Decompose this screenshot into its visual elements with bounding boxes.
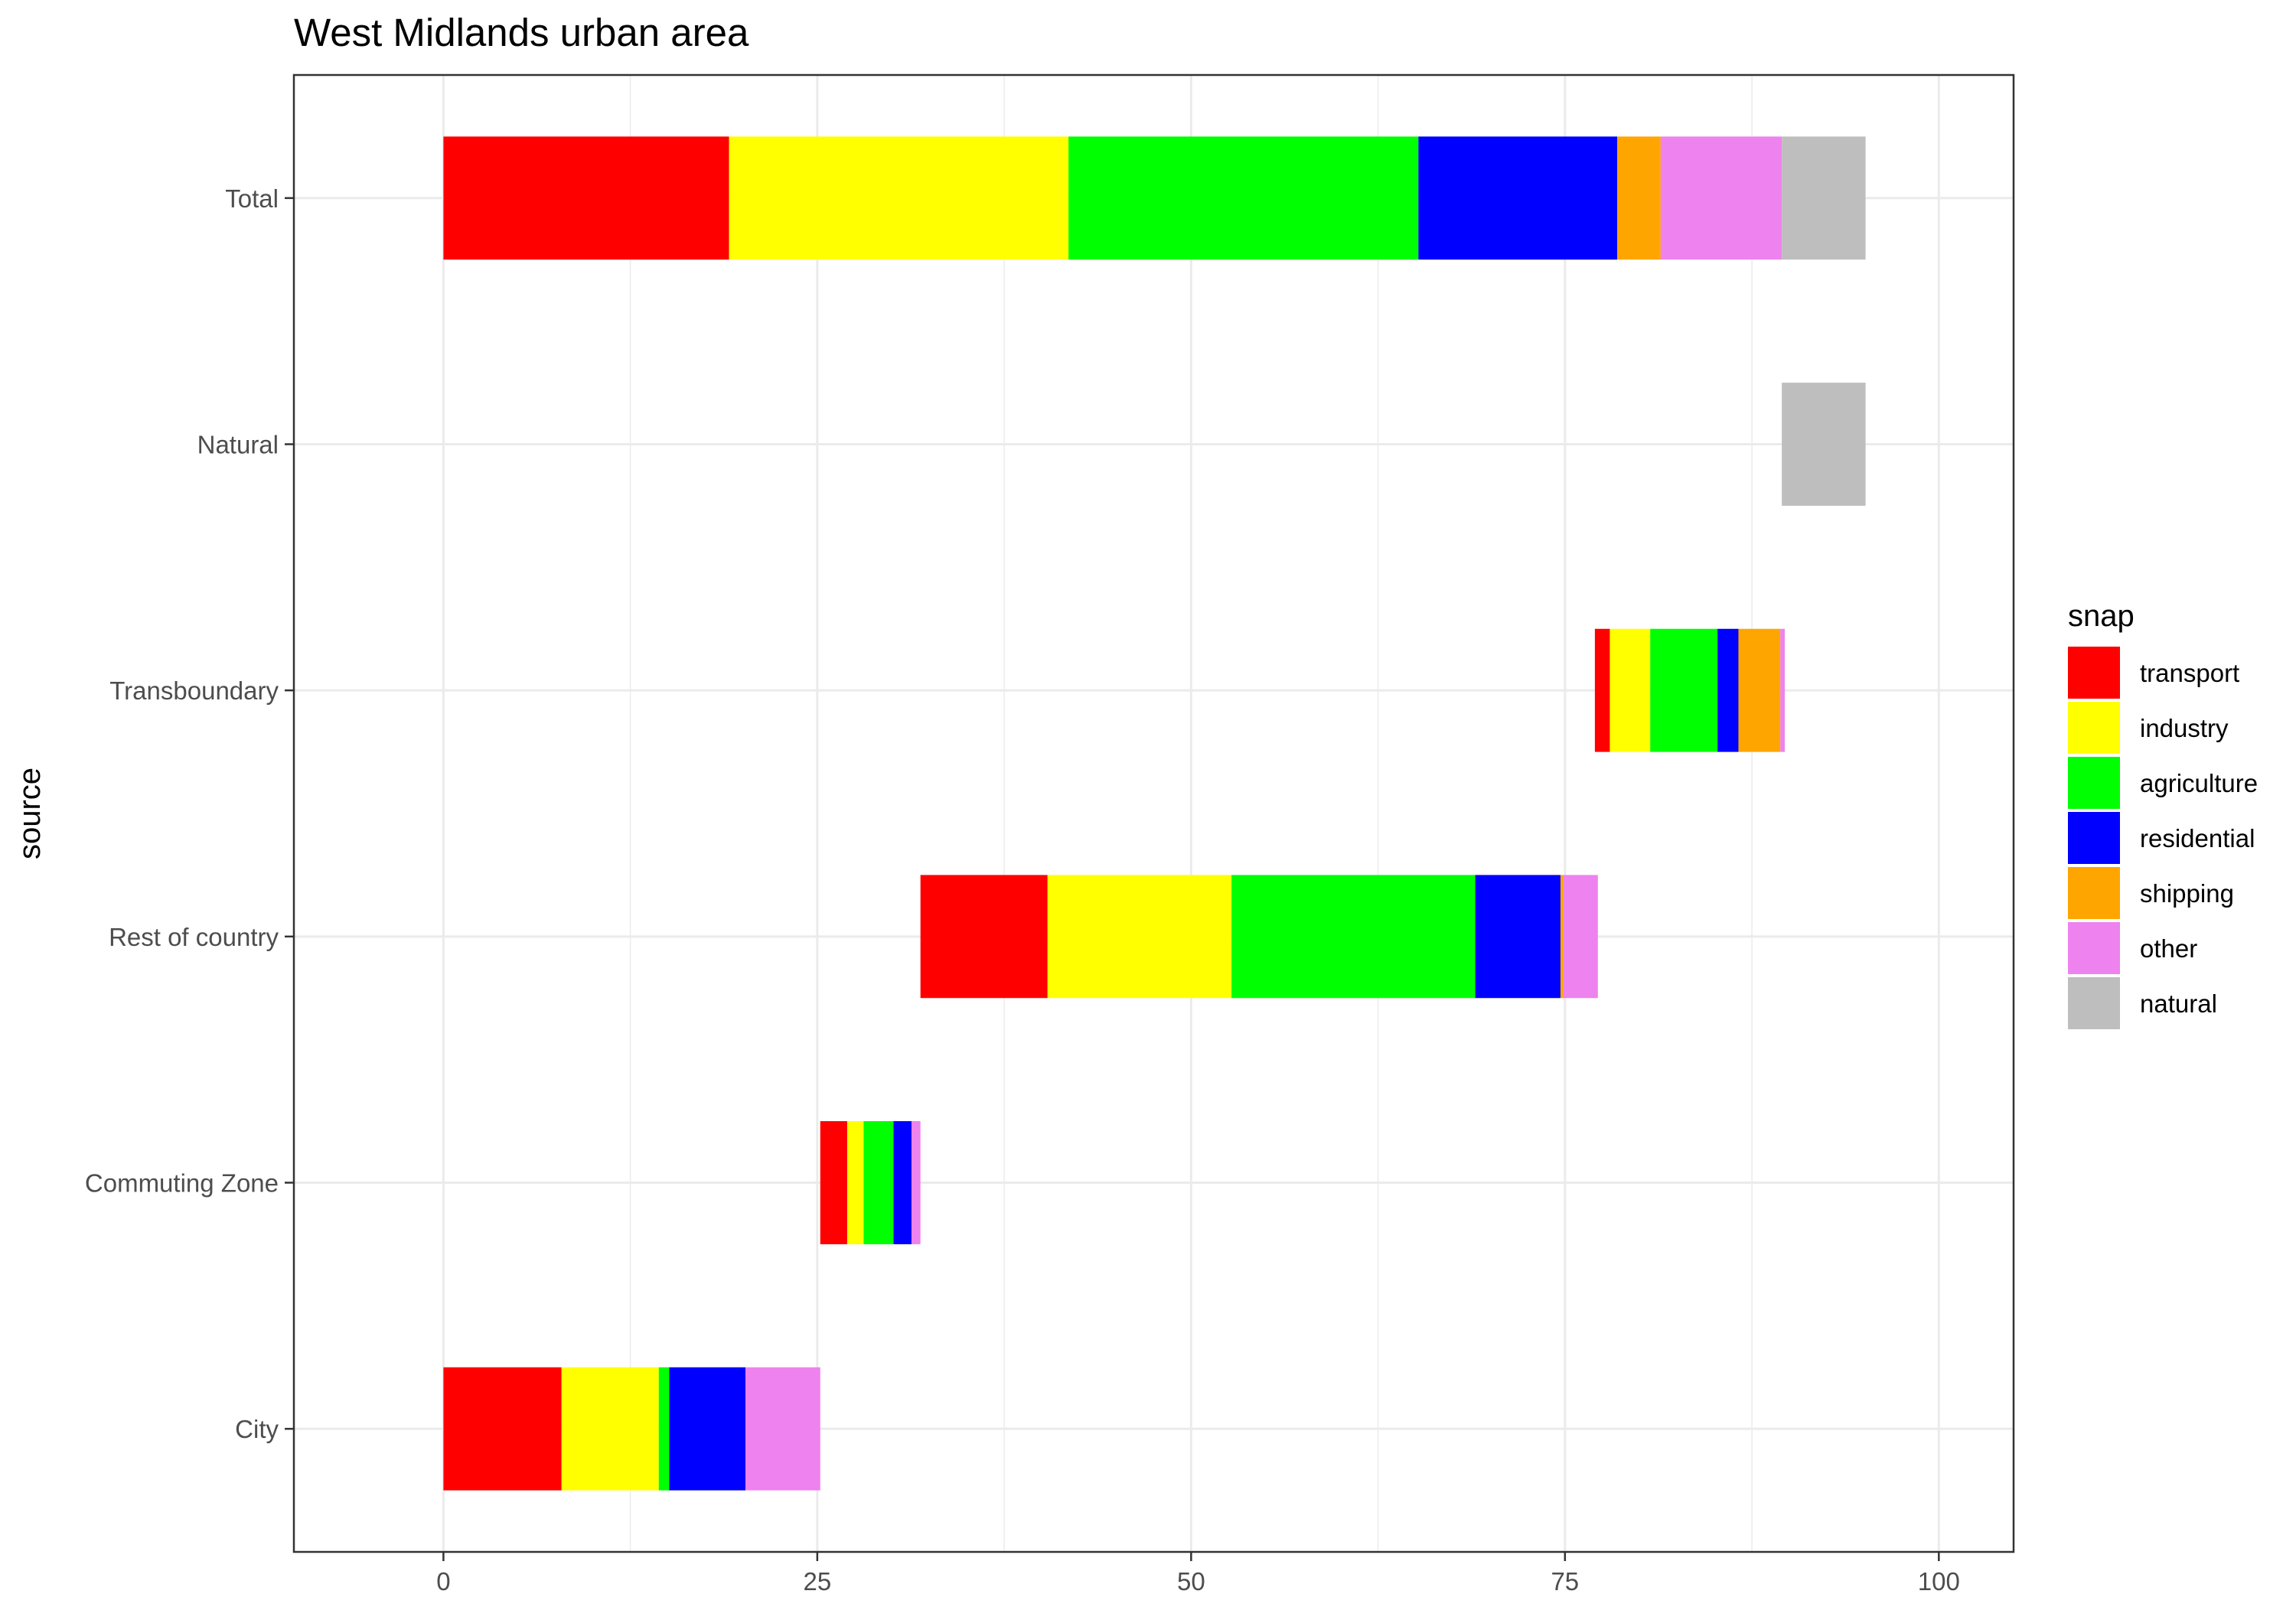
- bar-segment-transport: [820, 1121, 847, 1244]
- bar-segment-agriculture: [658, 1367, 670, 1491]
- bar-segment-other: [911, 1121, 921, 1244]
- y-tick-label: City: [235, 1415, 279, 1443]
- bar-segment-industry: [1047, 875, 1232, 999]
- y-tick-label: Natural: [197, 431, 279, 459]
- legend-title: snap: [2068, 599, 2135, 633]
- chart-title: West Midlands urban area: [294, 11, 749, 54]
- legend-key-transport: [2068, 647, 2120, 699]
- x-tick-label: 50: [1177, 1567, 1205, 1596]
- bar-segment-residential: [1717, 628, 1739, 752]
- bar-segment-residential: [669, 1367, 746, 1491]
- bar-segment-industry: [561, 1367, 659, 1491]
- bar-segment-industry: [1609, 628, 1651, 752]
- bar-segment-shipping: [1738, 628, 1781, 752]
- bars: [443, 136, 1866, 1491]
- bar-segment-natural: [1782, 136, 1866, 260]
- legend-key-natural: [2068, 977, 2120, 1029]
- bar-segment-natural: [1782, 383, 1866, 506]
- panel-border: [292, 73, 2015, 1553]
- bar-segment-transport: [1594, 628, 1610, 752]
- y-tick-label: Commuting Zone: [85, 1169, 279, 1198]
- bar-segment-other: [1660, 136, 1782, 260]
- bar-segment-other: [745, 1367, 820, 1491]
- bar-segment-agriculture: [1650, 628, 1718, 752]
- bar-segment-residential: [1475, 875, 1561, 999]
- legend-label-shipping: shipping: [2140, 879, 2234, 908]
- legend-label-other: other: [2140, 934, 2197, 963]
- y-axis-title: source: [13, 768, 47, 859]
- x-tick-label: 0: [436, 1567, 450, 1596]
- bar-segment-shipping: [1617, 136, 1661, 260]
- bar-segment-agriculture: [863, 1121, 894, 1244]
- y-tick-label: Total: [225, 184, 279, 213]
- y-tick-label: Rest of country: [109, 923, 279, 951]
- legend-label-residential: residential: [2140, 824, 2255, 852]
- bar-segment-transport: [443, 136, 729, 260]
- legend-key-other: [2068, 922, 2120, 974]
- legend-label-natural: natural: [2140, 989, 2217, 1018]
- legend-key-industry: [2068, 702, 2120, 754]
- bar-segment-transport: [443, 1367, 562, 1491]
- bar-segment-other: [1780, 628, 1786, 752]
- bar-segment-transport: [920, 875, 1048, 999]
- legend-label-transport: transport: [2140, 659, 2239, 687]
- legend-label-agriculture: agriculture: [2140, 769, 2258, 797]
- bar-segment-other: [1563, 875, 1598, 999]
- bar-segment-shipping: [1560, 875, 1564, 999]
- bar-segment-agriculture: [1231, 875, 1476, 999]
- axes: 0 25 50 75 100 City Commuting Zone Rest of coun…: [85, 184, 1960, 1596]
- bar-segment-industry: [729, 136, 1069, 260]
- legend-label-industry: industry: [2140, 714, 2229, 742]
- bar-segment-residential: [1418, 136, 1618, 260]
- x-tick-label: 75: [1551, 1567, 1579, 1596]
- bar-segment-residential: [893, 1121, 912, 1244]
- bar-segment-agriculture: [1068, 136, 1419, 260]
- x-tick-label: 25: [804, 1567, 832, 1596]
- legend-key-agriculture: [2068, 757, 2120, 809]
- y-tick-label: Transboundary: [109, 676, 279, 705]
- legend-key-residential: [2068, 812, 2120, 864]
- legend-key-shipping: [2068, 867, 2120, 919]
- legend: snap transport industry agriculture residen…: [2068, 599, 2258, 1029]
- x-tick-label: 100: [1918, 1567, 1960, 1596]
- bar-segment-industry: [846, 1121, 864, 1244]
